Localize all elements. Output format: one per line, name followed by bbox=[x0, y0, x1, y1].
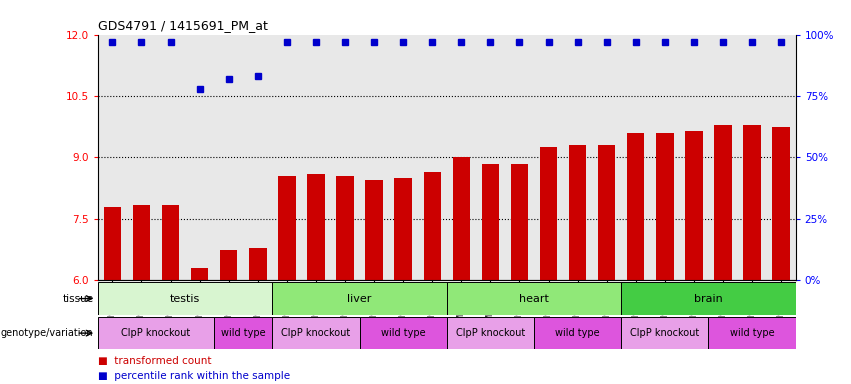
Text: wild type: wild type bbox=[556, 328, 600, 338]
Bar bbox=[336, 176, 354, 280]
Text: heart: heart bbox=[519, 293, 549, 304]
Bar bbox=[714, 125, 732, 280]
Bar bbox=[447, 317, 534, 349]
Bar bbox=[534, 317, 621, 349]
Bar bbox=[191, 268, 208, 280]
Text: ClpP knockout: ClpP knockout bbox=[122, 328, 191, 338]
Text: wild type: wild type bbox=[221, 328, 266, 338]
Bar bbox=[98, 282, 272, 315]
Bar bbox=[359, 317, 447, 349]
Bar bbox=[621, 282, 796, 315]
Bar bbox=[272, 282, 447, 315]
Text: tissue: tissue bbox=[62, 293, 94, 304]
Bar bbox=[220, 250, 237, 280]
Text: wild type: wild type bbox=[730, 328, 774, 338]
Bar bbox=[104, 207, 121, 280]
Text: wild type: wild type bbox=[381, 328, 426, 338]
Bar bbox=[133, 205, 151, 280]
Bar bbox=[621, 317, 708, 349]
Bar bbox=[214, 317, 272, 349]
Text: brain: brain bbox=[694, 293, 722, 304]
Bar bbox=[685, 131, 703, 280]
Bar bbox=[272, 317, 360, 349]
Bar bbox=[98, 317, 214, 349]
Bar bbox=[453, 157, 470, 280]
Bar bbox=[482, 164, 499, 280]
Bar bbox=[249, 248, 266, 280]
Text: ClpP knockout: ClpP knockout bbox=[456, 328, 525, 338]
Bar bbox=[598, 145, 615, 280]
Text: testis: testis bbox=[170, 293, 200, 304]
Bar bbox=[627, 133, 644, 280]
Bar bbox=[511, 164, 528, 280]
Bar bbox=[568, 145, 586, 280]
Bar bbox=[540, 147, 557, 280]
Text: ■  percentile rank within the sample: ■ percentile rank within the sample bbox=[98, 371, 290, 381]
Bar bbox=[162, 205, 180, 280]
Text: ClpP knockout: ClpP knockout bbox=[631, 328, 700, 338]
Bar bbox=[365, 180, 383, 280]
Text: ■  transformed count: ■ transformed count bbox=[98, 356, 211, 366]
Bar bbox=[278, 176, 295, 280]
Bar bbox=[447, 282, 621, 315]
Bar bbox=[424, 172, 441, 280]
Bar bbox=[394, 178, 412, 280]
Bar bbox=[773, 127, 790, 280]
Text: liver: liver bbox=[347, 293, 372, 304]
Bar bbox=[307, 174, 325, 280]
Text: genotype/variation: genotype/variation bbox=[1, 328, 94, 338]
Text: ClpP knockout: ClpP knockout bbox=[282, 328, 351, 338]
Bar bbox=[656, 133, 674, 280]
Bar bbox=[744, 125, 761, 280]
Bar bbox=[709, 317, 796, 349]
Text: GDS4791 / 1415691_PM_at: GDS4791 / 1415691_PM_at bbox=[98, 19, 268, 32]
